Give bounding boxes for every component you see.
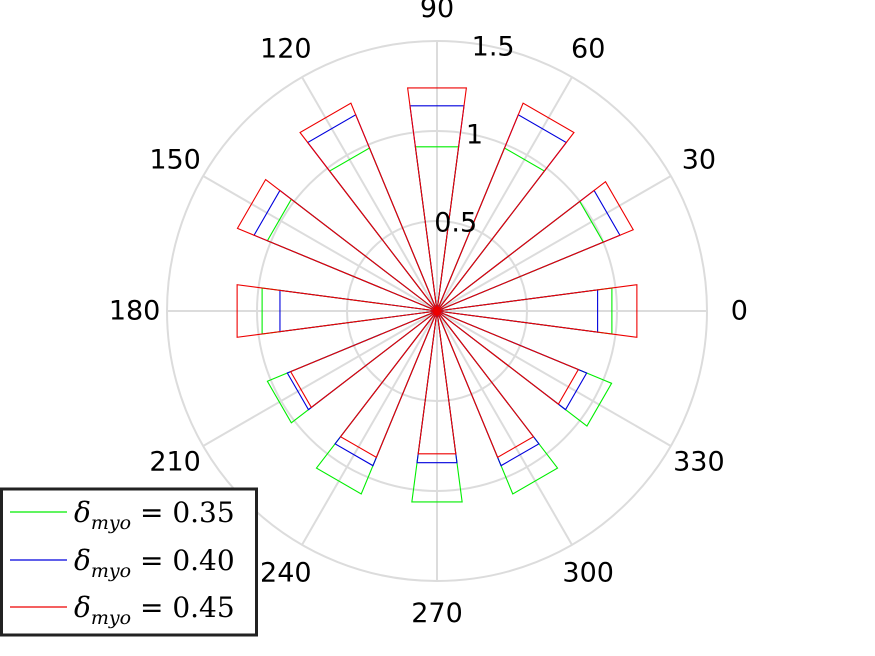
grid-spoke-30: [436, 175, 672, 312]
polar-grid: [166, 40, 708, 582]
petal-60: [436, 102, 575, 312]
angle-label-330: 330: [673, 447, 725, 478]
grid-spoke-240: [301, 310, 438, 546]
petal-150: [253, 189, 438, 312]
grid-spoke-330: [436, 310, 672, 447]
series-layer: [236, 87, 638, 503]
petal-30: [436, 180, 635, 312]
petal-240: [339, 310, 438, 459]
petal-210: [289, 310, 438, 409]
series-3: [236, 87, 638, 459]
legend-entry-1: δmyo = 0.35: [10, 496, 235, 534]
angle-label-90: 90: [420, 0, 454, 24]
petal-270: [417, 310, 457, 455]
petal-150: [266, 198, 438, 312]
petal-330: [436, 310, 613, 427]
grid-spoke-210: [202, 310, 438, 447]
petal-90: [407, 87, 467, 312]
grid-spoke-150: [202, 175, 438, 312]
petal-0: [436, 284, 638, 338]
petal-240: [315, 310, 438, 495]
legend-entry-3: δmyo = 0.45: [10, 591, 235, 629]
petal-180: [236, 284, 438, 338]
angle-label-270: 270: [411, 598, 463, 629]
angle-label-180: 180: [109, 296, 161, 327]
angle-label-240: 240: [260, 557, 312, 588]
petal-300: [436, 310, 559, 495]
petal-120: [299, 102, 438, 312]
angle-label-150: 150: [149, 144, 201, 175]
petal-210: [266, 310, 438, 424]
radial-label-0.5: 0.5: [434, 207, 477, 238]
legend: δmyo = 0.35 δmyo = 0.40 δmyo = 0.45: [0, 487, 258, 637]
petal-150: [236, 178, 438, 312]
radial-label-1.5: 1.5: [472, 31, 515, 62]
petal-120: [306, 113, 438, 312]
angle-label-0: 0: [731, 296, 748, 327]
angle-label-30: 30: [682, 144, 716, 175]
angle-label-60: 60: [571, 34, 605, 65]
grid-spoke-60: [436, 76, 573, 312]
angle-label-300: 300: [562, 557, 614, 588]
legend-label-1: δmyo = 0.35: [74, 496, 235, 534]
axis-labels: 0 30 60 90 120 150 180 210 240 270 300 330 0.5 1 1.5: [109, 0, 748, 629]
legend-box: [0, 487, 258, 637]
radial-label-1: 1: [466, 119, 483, 150]
grid-spoke-120: [301, 76, 438, 312]
legend-label-2: δmyo = 0.40: [74, 544, 235, 582]
petal-120: [328, 147, 438, 312]
grid-spoke-300: [436, 310, 573, 546]
petal-300: [436, 310, 535, 459]
angle-label-210: 210: [149, 447, 201, 478]
petal-330: [436, 310, 580, 405]
angle-label-120: 120: [260, 34, 312, 65]
legend-label-3: δmyo = 0.45: [74, 591, 235, 629]
legend-entry-2: δmyo = 0.40: [10, 544, 235, 582]
